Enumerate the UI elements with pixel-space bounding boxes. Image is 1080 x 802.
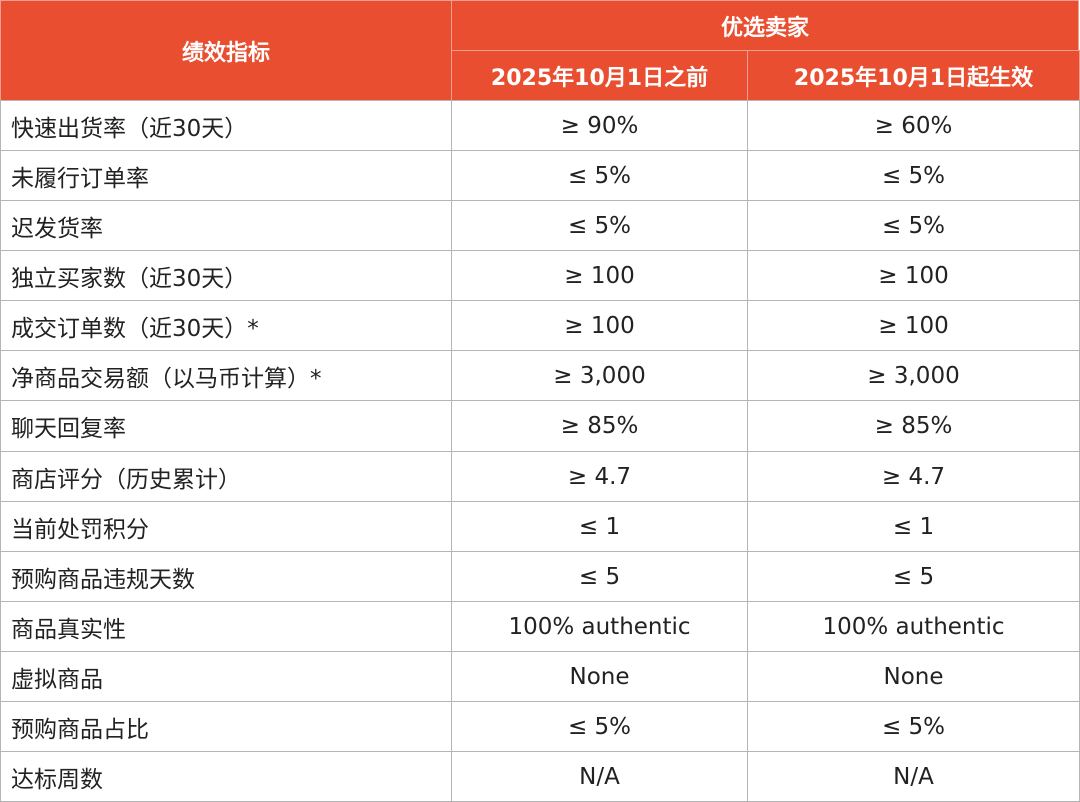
metric-value: ≥ 3,000 <box>451 350 748 401</box>
metric-value: 100% authentic <box>451 601 748 652</box>
metric-name: 净商品交易额（以马币计算）* <box>0 350 452 401</box>
metric-value: ≥ 4.7 <box>747 451 1080 502</box>
metric-value: None <box>451 651 748 702</box>
header-group: 优选卖家 <box>451 0 1079 51</box>
metric-value: ≥ 4.7 <box>451 451 748 502</box>
metric-value: ≤ 1 <box>451 501 748 552</box>
metric-value: ≤ 5% <box>451 150 748 201</box>
metric-name: 商店评分（历史累计） <box>0 451 452 502</box>
metric-name: 达标周数 <box>0 751 452 802</box>
metric-value: ≤ 5 <box>747 551 1080 602</box>
metric-value: ≤ 5 <box>451 551 748 602</box>
metric-value: ≤ 5% <box>747 200 1080 251</box>
metric-name: 商品真实性 <box>0 601 452 652</box>
metric-value: N/A <box>451 751 748 802</box>
metric-name: 当前处罚积分 <box>0 501 452 552</box>
metric-value: ≥ 100 <box>451 250 748 301</box>
metric-value: ≥ 3,000 <box>747 350 1080 401</box>
metric-value: ≥ 85% <box>451 400 748 452</box>
metric-value: ≥ 85% <box>747 400 1080 452</box>
header-metric: 绩效指标 <box>0 0 452 101</box>
metric-value: None <box>747 651 1080 702</box>
metric-value: ≤ 5% <box>451 701 748 752</box>
metric-value: ≥ 100 <box>451 300 748 351</box>
metric-name: 快速出货率（近30天） <box>0 100 452 151</box>
metric-name: 预购商品占比 <box>0 701 452 752</box>
metric-name: 独立买家数（近30天） <box>0 250 452 301</box>
metric-name: 聊天回复率 <box>0 400 452 452</box>
metric-value: ≥ 60% <box>747 100 1080 151</box>
metric-name: 虚拟商品 <box>0 651 452 702</box>
metric-value: ≥ 90% <box>451 100 748 151</box>
metric-value: ≥ 100 <box>747 250 1080 301</box>
metric-value: N/A <box>747 751 1080 802</box>
metric-value: ≤ 5% <box>451 200 748 251</box>
metric-name: 迟发货率 <box>0 200 452 251</box>
metric-name: 预购商品违规天数 <box>0 551 452 602</box>
metric-value: 100% authentic <box>747 601 1080 652</box>
metric-value: ≤ 1 <box>747 501 1080 552</box>
metric-name: 成交订单数（近30天）* <box>0 300 452 351</box>
metric-value: ≤ 5% <box>747 701 1080 752</box>
header-column: 2025年10月1日起生效 <box>747 50 1080 101</box>
metric-value: ≤ 5% <box>747 150 1080 201</box>
metric-value: ≥ 100 <box>747 300 1080 351</box>
header-column: 2025年10月1日之前 <box>451 50 748 101</box>
metric-name: 未履行订单率 <box>0 150 452 201</box>
